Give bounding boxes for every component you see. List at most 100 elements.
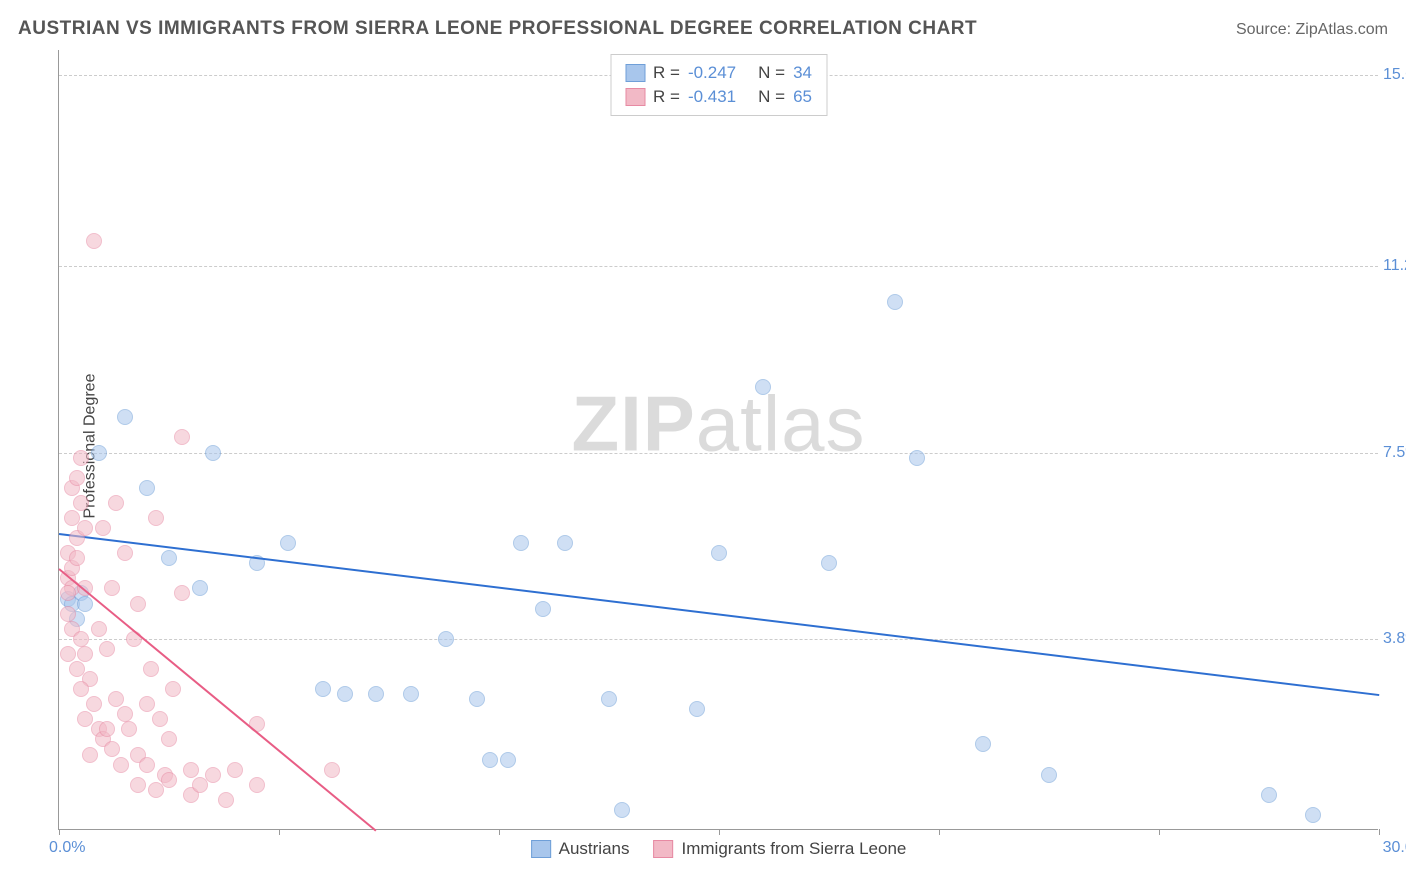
data-point bbox=[205, 767, 221, 783]
x-tick-mark bbox=[59, 829, 60, 835]
data-point bbox=[165, 681, 181, 697]
data-point bbox=[227, 762, 243, 778]
legend-swatch bbox=[654, 840, 674, 858]
r-label: R = bbox=[653, 87, 680, 107]
data-point bbox=[104, 741, 120, 757]
data-point bbox=[152, 711, 168, 727]
data-point bbox=[143, 661, 159, 677]
data-point bbox=[205, 445, 221, 461]
data-point bbox=[99, 721, 115, 737]
data-point bbox=[482, 752, 498, 768]
plot-area: ZIPatlas R = -0.247 N = 34 R = -0.431 N = 6… bbox=[58, 50, 1378, 830]
data-point bbox=[161, 550, 177, 566]
data-point bbox=[689, 701, 705, 717]
watermark-zip: ZIP bbox=[571, 379, 695, 467]
data-point bbox=[315, 681, 331, 697]
data-point bbox=[139, 696, 155, 712]
legend-stat-row: R = -0.431 N = 65 bbox=[625, 85, 812, 109]
data-point bbox=[368, 686, 384, 702]
data-point bbox=[513, 535, 529, 551]
r-value: -0.431 bbox=[688, 87, 736, 107]
data-point bbox=[1041, 767, 1057, 783]
data-point bbox=[403, 686, 419, 702]
data-point bbox=[183, 762, 199, 778]
data-point bbox=[117, 409, 133, 425]
data-point bbox=[535, 601, 551, 617]
x-tick-mark bbox=[279, 829, 280, 835]
data-point bbox=[601, 691, 617, 707]
data-point bbox=[139, 757, 155, 773]
watermark: ZIPatlas bbox=[571, 378, 865, 469]
data-point bbox=[82, 747, 98, 763]
x-axis-max: 30.0% bbox=[1383, 839, 1406, 857]
gridline bbox=[59, 639, 1378, 640]
data-point bbox=[161, 731, 177, 747]
legend-series-item: Austrians bbox=[531, 839, 630, 859]
r-value: -0.247 bbox=[688, 63, 736, 83]
n-label: N = bbox=[758, 87, 785, 107]
correlation-legend: R = -0.247 N = 34 R = -0.431 N = 65 bbox=[610, 54, 827, 116]
legend-swatch bbox=[625, 64, 645, 82]
legend-swatch bbox=[625, 88, 645, 106]
data-point bbox=[60, 646, 76, 662]
data-point bbox=[91, 621, 107, 637]
data-point bbox=[108, 691, 124, 707]
y-tick-label: 11.2% bbox=[1383, 257, 1406, 275]
data-point bbox=[1261, 787, 1277, 803]
data-point bbox=[69, 550, 85, 566]
data-point bbox=[130, 596, 146, 612]
data-point bbox=[218, 792, 234, 808]
r-label: R = bbox=[653, 63, 680, 83]
data-point bbox=[73, 450, 89, 466]
data-point bbox=[139, 480, 155, 496]
data-point bbox=[95, 520, 111, 536]
data-point bbox=[77, 646, 93, 662]
data-point bbox=[77, 596, 93, 612]
data-point bbox=[117, 545, 133, 561]
series-legend: Austrians Immigrants from Sierra Leone bbox=[531, 839, 907, 859]
source-label: Source: ZipAtlas.com bbox=[1236, 21, 1388, 39]
data-point bbox=[975, 736, 991, 752]
chart-title: AUSTRIAN VS IMMIGRANTS FROM SIERRA LEONE… bbox=[18, 18, 977, 40]
data-point bbox=[60, 606, 76, 622]
data-point bbox=[469, 691, 485, 707]
data-point bbox=[337, 686, 353, 702]
data-point bbox=[86, 696, 102, 712]
legend-series-item: Immigrants from Sierra Leone bbox=[654, 839, 907, 859]
data-point bbox=[174, 429, 190, 445]
data-point bbox=[130, 777, 146, 793]
gridline bbox=[59, 266, 1378, 267]
data-point bbox=[73, 495, 89, 511]
data-point bbox=[86, 233, 102, 249]
x-tick-mark bbox=[719, 829, 720, 835]
x-tick-mark bbox=[499, 829, 500, 835]
data-point bbox=[280, 535, 296, 551]
data-point bbox=[104, 580, 120, 596]
data-point bbox=[161, 772, 177, 788]
data-point bbox=[192, 580, 208, 596]
n-label: N = bbox=[758, 63, 785, 83]
x-tick-mark bbox=[939, 829, 940, 835]
data-point bbox=[438, 631, 454, 647]
data-point bbox=[99, 641, 115, 657]
trend-line bbox=[58, 569, 376, 832]
data-point bbox=[77, 520, 93, 536]
y-tick-label: 7.5% bbox=[1383, 444, 1406, 462]
data-point bbox=[73, 631, 89, 647]
data-point bbox=[108, 495, 124, 511]
data-point bbox=[121, 721, 137, 737]
data-point bbox=[113, 757, 129, 773]
x-axis-min: 0.0% bbox=[49, 839, 85, 857]
data-point bbox=[174, 585, 190, 601]
watermark-atlas: atlas bbox=[696, 379, 866, 467]
data-point bbox=[117, 706, 133, 722]
data-point bbox=[557, 535, 573, 551]
data-point bbox=[711, 545, 727, 561]
n-value: 34 bbox=[793, 63, 812, 83]
data-point bbox=[69, 470, 85, 486]
legend-series-label: Austrians bbox=[559, 839, 630, 859]
n-value: 65 bbox=[793, 87, 812, 107]
y-tick-label: 3.8% bbox=[1383, 630, 1406, 648]
x-tick-mark bbox=[1379, 829, 1380, 835]
legend-series-label: Immigrants from Sierra Leone bbox=[682, 839, 907, 859]
